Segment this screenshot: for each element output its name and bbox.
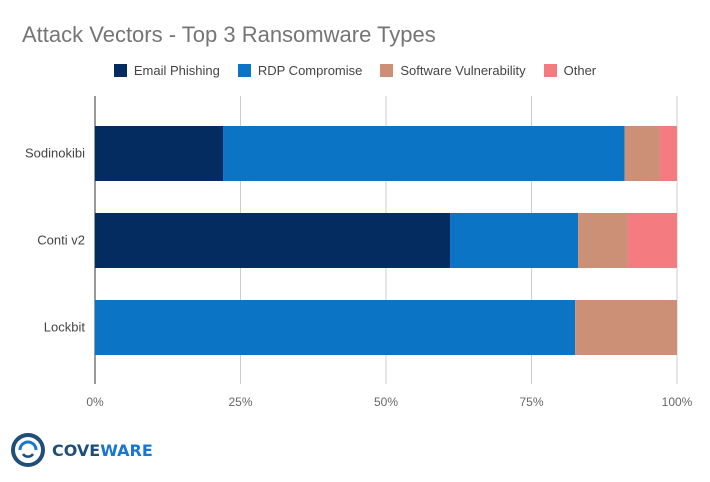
legend-swatch [237,64,251,77]
x-tick-label: 0% [86,395,104,409]
legend-item: Email Phishing [113,63,220,78]
legend-swatch [113,64,127,77]
legend-label: Software Vulnerability [400,63,526,78]
logo-text: COVEWARE [52,441,153,460]
legend-item: RDP Compromise [237,63,363,78]
bar-segment [95,300,576,355]
bar-segment [450,213,579,268]
legend-item: Software Vulnerability [380,63,526,78]
bar-segment [223,126,625,181]
legend-swatch [380,64,394,77]
bar-segment [627,213,677,268]
legend: Email Phishing RDP Compromise Software Vul… [0,63,710,78]
bar-segment [95,126,224,181]
logo-text-part2: WARE [100,440,153,460]
x-tick-label: 50% [374,395,398,409]
coveware-logo: COVEWARE [10,432,153,468]
x-tick-label: 100% [662,395,693,409]
chart-title: Attack Vectors - Top 3 Ransomware Types [22,22,436,47]
bar-segment [578,213,628,268]
legend-label: Email Phishing [133,63,220,78]
y-category-label: Sodinokibi [25,146,85,161]
coveware-ring-icon [11,433,45,467]
legend-label: RDP Compromise [257,63,363,78]
bar-segment [95,213,451,268]
logo-text-part1: COVE [52,440,101,460]
x-tick-label: 25% [228,395,252,409]
y-category-label: Lockbit [44,320,86,335]
bar-segment [659,126,677,181]
y-category-label: Conti v2 [37,233,85,248]
legend-item: Other [543,63,597,78]
bar-segment [624,126,660,181]
legend-label: Other [563,63,597,78]
legend-swatch [543,64,557,77]
bar-segment [575,300,677,355]
x-tick-label: 75% [519,395,543,409]
